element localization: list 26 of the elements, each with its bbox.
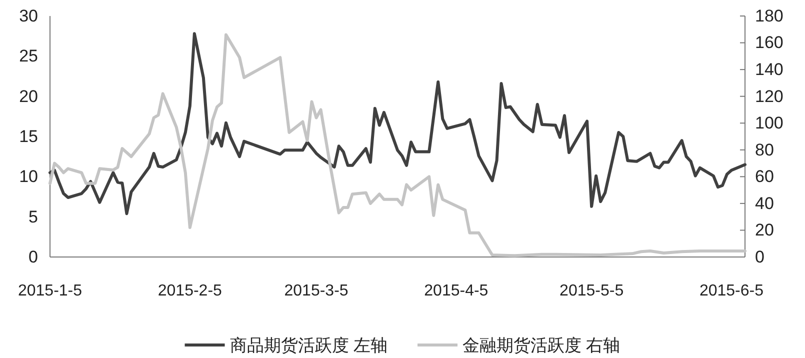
y2-tick-label: 60 (755, 167, 774, 186)
y2-tick-label: 20 (755, 220, 774, 240)
legend-label: 商品期货活跃度 左轴 (230, 336, 388, 355)
x-tick-label: 2015-1-5 (18, 282, 82, 300)
y2-tick-label: 160 (755, 33, 784, 52)
y2-tick-label: 140 (755, 60, 784, 79)
y2-tick-label: 0 (755, 247, 764, 266)
y-tick-label: 10 (19, 167, 38, 186)
x-tick-label: 2015-5-5 (560, 282, 624, 300)
y-tick-label: 0 (28, 247, 38, 266)
x-tick-label: 2015-3-5 (284, 282, 348, 300)
y2-tick-label: 120 (755, 86, 784, 106)
y2-tick-label: 180 (755, 6, 784, 26)
y-tick-label: 5 (28, 207, 38, 226)
legend-label: 金融期货活跃度 右轴 (462, 336, 620, 355)
line-series (48, 32, 746, 216)
y-tick-label: 15 (19, 126, 38, 146)
y2-tick-label: 80 (755, 140, 774, 160)
y-tick-label: 20 (19, 86, 38, 106)
x-tick-label: 2015-6-5 (699, 282, 764, 300)
x-tick-label: 2015-2-5 (158, 282, 222, 300)
y2-tick-label: 40 (755, 194, 774, 213)
y-tick-label: 30 (19, 6, 38, 26)
x-tick-label: 2015-4-5 (424, 282, 488, 300)
y-tick-label: 25 (19, 46, 38, 66)
y2-tick-label: 100 (755, 114, 784, 133)
